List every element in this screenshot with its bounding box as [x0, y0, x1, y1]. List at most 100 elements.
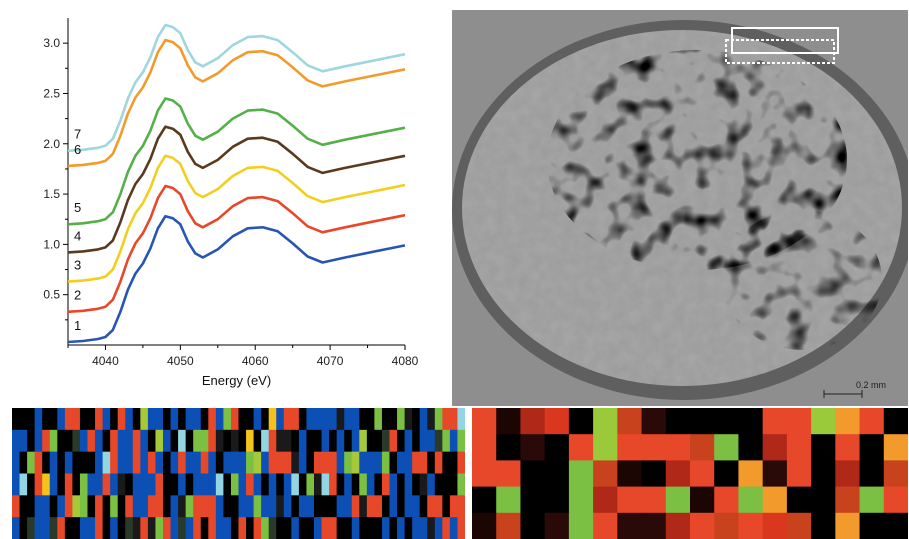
map-pixel: [434, 408, 443, 431]
map-pixel: [329, 408, 338, 431]
map-pixel: [472, 408, 497, 435]
map-pixel: [42, 495, 51, 518]
map-pixel: [170, 451, 179, 475]
map-pixel: [253, 429, 262, 453]
map-pixel: [811, 486, 836, 514]
map-pixel: [57, 408, 66, 431]
map-pixel: [665, 408, 691, 435]
map-pixel: [215, 408, 224, 431]
map-pixel: [12, 495, 21, 518]
map-pixel: [12, 451, 21, 475]
map-pixel: [321, 517, 330, 539]
x-axis-title: Energy (eV): [202, 373, 271, 388]
map-pixel: [520, 460, 546, 488]
map-pixel: [738, 434, 764, 461]
dark-inclusions-lower: [722, 210, 882, 350]
map-pixel: [336, 408, 345, 431]
map-pixel: [427, 451, 436, 475]
x-tick-label: 4070: [317, 354, 344, 368]
map-pixel: [178, 517, 187, 539]
map-pixel: [359, 495, 368, 518]
map-pixel: [374, 473, 383, 496]
map-pixel: [412, 451, 421, 475]
map-pixel: [283, 495, 292, 518]
series-line-7: [67, 23, 406, 153]
map-pixel: [665, 460, 691, 488]
map-pixel: [314, 451, 323, 475]
map-pixel: [359, 429, 368, 453]
map-pixel: [110, 495, 119, 518]
map-pixel: [193, 473, 202, 496]
map-pixel: [230, 495, 240, 518]
map-pixel: [404, 495, 413, 518]
map-pixel: [132, 451, 141, 475]
map-pixel: [883, 434, 908, 461]
map-pixel: [427, 473, 436, 496]
map-pixel: [835, 434, 861, 461]
map-pixel: [366, 429, 375, 453]
map-pixel: [223, 429, 232, 453]
map-pixel: [593, 460, 618, 488]
map-pixel: [329, 495, 338, 518]
map-pixel: [457, 451, 465, 475]
map-pixel: [132, 473, 141, 496]
map-pixel: [283, 451, 292, 475]
map-pixel: [215, 517, 224, 539]
map-pixel: [178, 473, 187, 496]
elemental-map-left: [12, 408, 465, 539]
y-tick-label: 2.5: [43, 86, 60, 100]
map-pixel: [344, 473, 353, 496]
map-pixel: [200, 429, 209, 453]
map-pixel: [12, 517, 21, 539]
map-pixel: [306, 473, 315, 496]
map-pixel: [276, 408, 285, 431]
map-pixel: [230, 473, 240, 496]
series-label-6: 6: [74, 142, 81, 157]
map-pixel: [132, 495, 141, 518]
map-pixel: [786, 512, 812, 539]
map-pixel: [412, 408, 421, 431]
map-pixel: [641, 512, 667, 539]
map-pixel: [321, 451, 330, 475]
axis-ticks: 4040 4050 4060 4070 4080 0.5 1.0 1.5 2.0 2.5 3.0: [43, 36, 418, 368]
map-left-svg: [12, 408, 465, 539]
map-pixel: [223, 517, 232, 539]
map-pixel: [163, 473, 172, 496]
map-pixel: [155, 517, 164, 539]
map-pixel: [12, 429, 21, 453]
map-pixel: [110, 408, 119, 431]
map-pixel: [419, 429, 428, 453]
map-pixel: [520, 512, 546, 539]
map-pixel: [397, 429, 406, 453]
map-pixel: [193, 517, 202, 539]
map-pixel: [496, 434, 522, 461]
y-tick-label: 2.0: [43, 137, 60, 151]
map-pixel: [230, 429, 240, 453]
map-pixel: [298, 429, 308, 453]
map-pixel: [132, 517, 141, 539]
map-pixel: [665, 512, 691, 539]
map-pixel: [208, 495, 217, 518]
map-pixel: [140, 429, 149, 453]
map-pixel: [835, 486, 861, 514]
map-pixel: [57, 517, 66, 539]
map-pixel: [64, 451, 73, 475]
map-pixel: [170, 517, 179, 539]
map-pixel: [298, 451, 308, 475]
map-pixel: [140, 451, 149, 475]
map-pixel: [95, 429, 104, 453]
map-pixel: [79, 451, 89, 475]
map-pixel: [568, 486, 594, 514]
map-pixel: [253, 451, 262, 475]
map-pixel: [238, 408, 247, 431]
map-pixel: [140, 473, 149, 496]
map-pixel: [223, 408, 232, 431]
map-pixel: [321, 429, 330, 453]
map-pixel: [520, 408, 546, 435]
map-pixel: [738, 512, 764, 539]
map-pixel: [690, 486, 715, 514]
map-pixel: [19, 408, 28, 431]
map-pixel: [496, 486, 522, 514]
map-pixel: [344, 517, 353, 539]
map-pixel: [351, 408, 360, 431]
